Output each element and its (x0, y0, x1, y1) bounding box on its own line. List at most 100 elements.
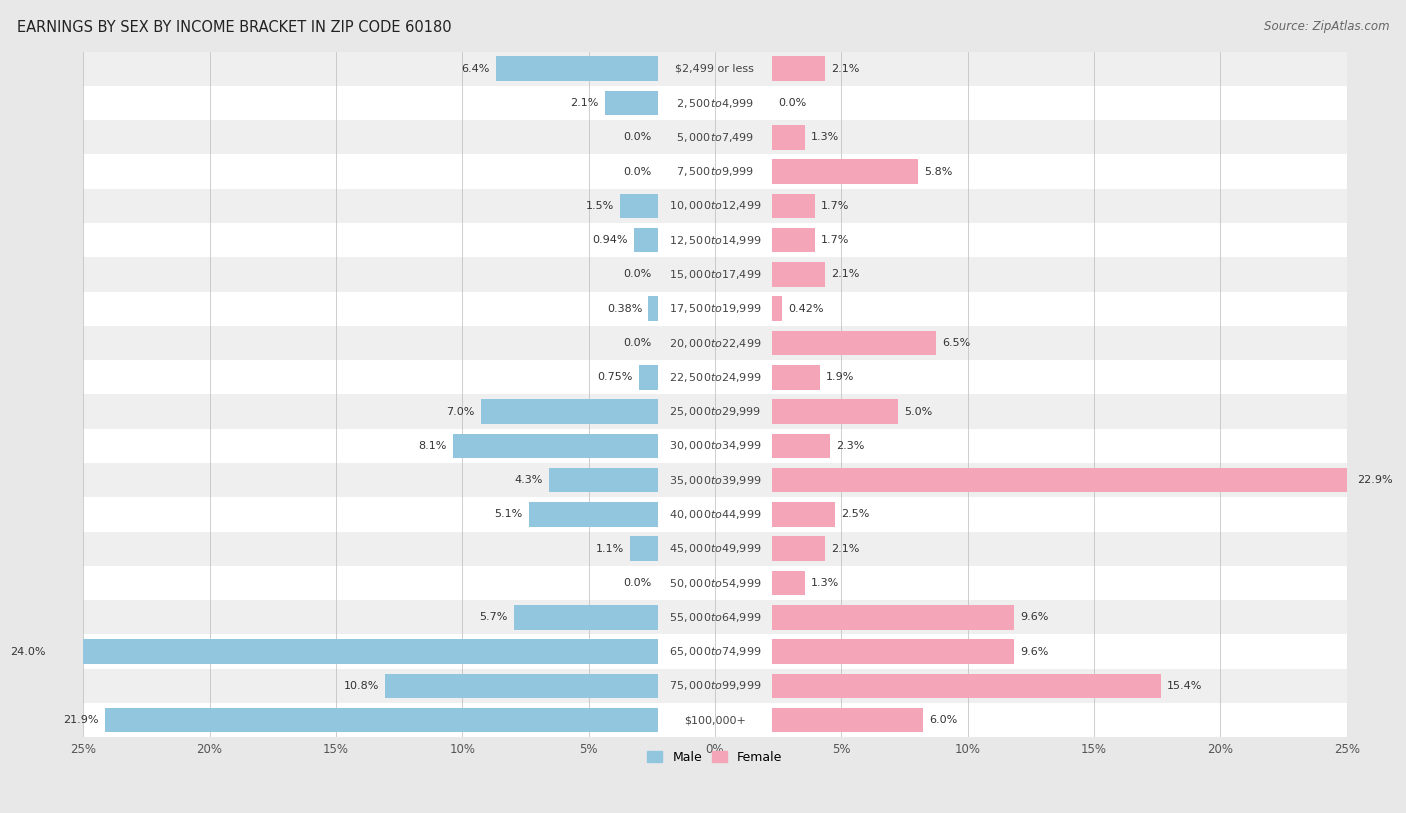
Text: 0.0%: 0.0% (623, 167, 652, 176)
Bar (83, 498, 1347, 532)
Bar (83, 154, 1347, 189)
Bar (772, 502, 835, 527)
Bar (83, 566, 1347, 600)
Bar (772, 297, 782, 321)
Text: $75,000 to $99,999: $75,000 to $99,999 (669, 680, 761, 693)
Text: 1.1%: 1.1% (596, 544, 624, 554)
Bar (83, 292, 1347, 326)
Bar (515, 605, 658, 629)
Bar (772, 708, 924, 733)
Text: 2.5%: 2.5% (841, 510, 870, 520)
Bar (104, 708, 658, 733)
Text: 0.42%: 0.42% (789, 304, 824, 314)
Bar (52, 639, 658, 664)
Text: 15.4%: 15.4% (1167, 680, 1202, 691)
Text: Source: ZipAtlas.com: Source: ZipAtlas.com (1264, 20, 1389, 33)
Text: 0.0%: 0.0% (623, 338, 652, 348)
Bar (772, 673, 1161, 698)
Text: 1.3%: 1.3% (811, 133, 839, 142)
Bar (630, 537, 658, 561)
Bar (385, 673, 658, 698)
Text: 0.0%: 0.0% (623, 269, 652, 280)
Bar (772, 262, 825, 287)
Text: 0.75%: 0.75% (598, 372, 633, 382)
Bar (83, 532, 1347, 566)
Text: $17,500 to $19,999: $17,500 to $19,999 (669, 302, 761, 315)
Bar (529, 502, 658, 527)
Text: 10.8%: 10.8% (343, 680, 378, 691)
Text: 9.6%: 9.6% (1021, 646, 1049, 657)
Text: 5.8%: 5.8% (925, 167, 953, 176)
Text: 4.3%: 4.3% (515, 475, 543, 485)
Bar (772, 228, 814, 253)
Text: $55,000 to $64,999: $55,000 to $64,999 (669, 611, 761, 624)
Bar (772, 399, 898, 424)
Text: $65,000 to $74,999: $65,000 to $74,999 (669, 645, 761, 658)
Text: 8.1%: 8.1% (419, 441, 447, 451)
Text: 6.0%: 6.0% (929, 715, 957, 725)
Bar (640, 365, 658, 389)
Text: $5,000 to $7,499: $5,000 to $7,499 (676, 131, 754, 144)
Text: $35,000 to $39,999: $35,000 to $39,999 (669, 474, 761, 487)
Bar (772, 125, 804, 150)
Bar (772, 433, 830, 459)
Bar (772, 605, 1014, 629)
Text: 7.0%: 7.0% (447, 406, 475, 416)
Bar (83, 120, 1347, 154)
Text: 0.0%: 0.0% (623, 133, 652, 142)
Text: 2.3%: 2.3% (837, 441, 865, 451)
Text: 1.7%: 1.7% (821, 201, 849, 211)
Bar (772, 467, 1350, 493)
Text: 1.3%: 1.3% (811, 578, 839, 588)
Text: 1.9%: 1.9% (827, 372, 855, 382)
Bar (83, 703, 1347, 737)
Text: 1.5%: 1.5% (585, 201, 614, 211)
Text: $100,000+: $100,000+ (683, 715, 745, 725)
Bar (772, 159, 918, 184)
Text: $10,000 to $12,499: $10,000 to $12,499 (669, 199, 761, 212)
Text: 0.38%: 0.38% (607, 304, 643, 314)
Text: 1.7%: 1.7% (821, 235, 849, 246)
Bar (83, 257, 1347, 292)
Text: 0.0%: 0.0% (778, 98, 807, 108)
Text: 24.0%: 24.0% (10, 646, 45, 657)
Bar (83, 189, 1347, 223)
Bar (83, 600, 1347, 634)
Bar (481, 399, 658, 424)
Bar (83, 463, 1347, 498)
Text: $30,000 to $34,999: $30,000 to $34,999 (669, 439, 761, 452)
Bar (496, 56, 658, 81)
Text: 5.7%: 5.7% (479, 612, 508, 622)
Text: 5.1%: 5.1% (495, 510, 523, 520)
Text: $20,000 to $22,499: $20,000 to $22,499 (669, 337, 761, 350)
Text: 9.6%: 9.6% (1021, 612, 1049, 622)
Bar (772, 193, 814, 218)
Bar (772, 571, 804, 595)
Text: 21.9%: 21.9% (63, 715, 98, 725)
Text: $12,500 to $14,999: $12,500 to $14,999 (669, 233, 761, 246)
Text: $2,499 or less: $2,499 or less (675, 63, 755, 74)
Text: 0.0%: 0.0% (623, 578, 652, 588)
Bar (772, 537, 825, 561)
Text: 0.94%: 0.94% (592, 235, 628, 246)
Text: EARNINGS BY SEX BY INCOME BRACKET IN ZIP CODE 60180: EARNINGS BY SEX BY INCOME BRACKET IN ZIP… (17, 20, 451, 35)
Text: $40,000 to $44,999: $40,000 to $44,999 (669, 508, 761, 521)
Text: $45,000 to $49,999: $45,000 to $49,999 (669, 542, 761, 555)
Bar (620, 193, 658, 218)
Bar (605, 91, 658, 115)
Text: $2,500 to $4,999: $2,500 to $4,999 (676, 97, 754, 110)
Text: 2.1%: 2.1% (831, 63, 859, 74)
Text: 6.4%: 6.4% (461, 63, 491, 74)
Bar (83, 326, 1347, 360)
Bar (83, 360, 1347, 394)
Bar (83, 634, 1347, 669)
Text: $7,500 to $9,999: $7,500 to $9,999 (676, 165, 754, 178)
Text: $50,000 to $54,999: $50,000 to $54,999 (669, 576, 761, 589)
Text: $15,000 to $17,499: $15,000 to $17,499 (669, 268, 761, 281)
Bar (772, 331, 936, 355)
Bar (83, 223, 1347, 257)
Bar (83, 428, 1347, 463)
Text: 2.1%: 2.1% (831, 544, 859, 554)
Legend: Male, Female: Male, Female (643, 746, 787, 769)
Text: 2.1%: 2.1% (571, 98, 599, 108)
